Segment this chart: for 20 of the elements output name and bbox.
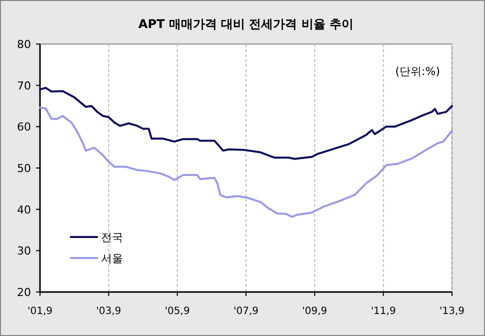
chart-title: APT 매매가격 대비 전세가격 비율 추이 [138, 17, 354, 31]
line-series [39, 86, 453, 160]
x-tick-label: '03,9 [96, 306, 122, 317]
x-tick-label: '07,9 [233, 306, 259, 317]
y-tick-label: 30 [17, 244, 31, 258]
x-tick-label: '11,9 [370, 306, 396, 317]
x-tick-label: '09,9 [302, 306, 328, 317]
y-tick-label: 50 [17, 162, 31, 175]
y-tick-label: 40 [17, 203, 31, 216]
legend-label: 전국 [101, 231, 123, 244]
x-tick-label: '01,9 [27, 306, 53, 317]
line-series [39, 106, 453, 218]
annotation: (단위:%) [395, 65, 440, 78]
legend-label: 서울 [101, 252, 123, 265]
x-tick-label: '13,9 [439, 306, 465, 317]
y-tick-label: 80 [17, 38, 31, 51]
y-tick-label: 20 [17, 286, 31, 299]
y-tick-label: 70 [17, 79, 31, 92]
y-tick-label: 60 [17, 120, 31, 134]
x-tick-label: '05,9 [164, 306, 190, 317]
